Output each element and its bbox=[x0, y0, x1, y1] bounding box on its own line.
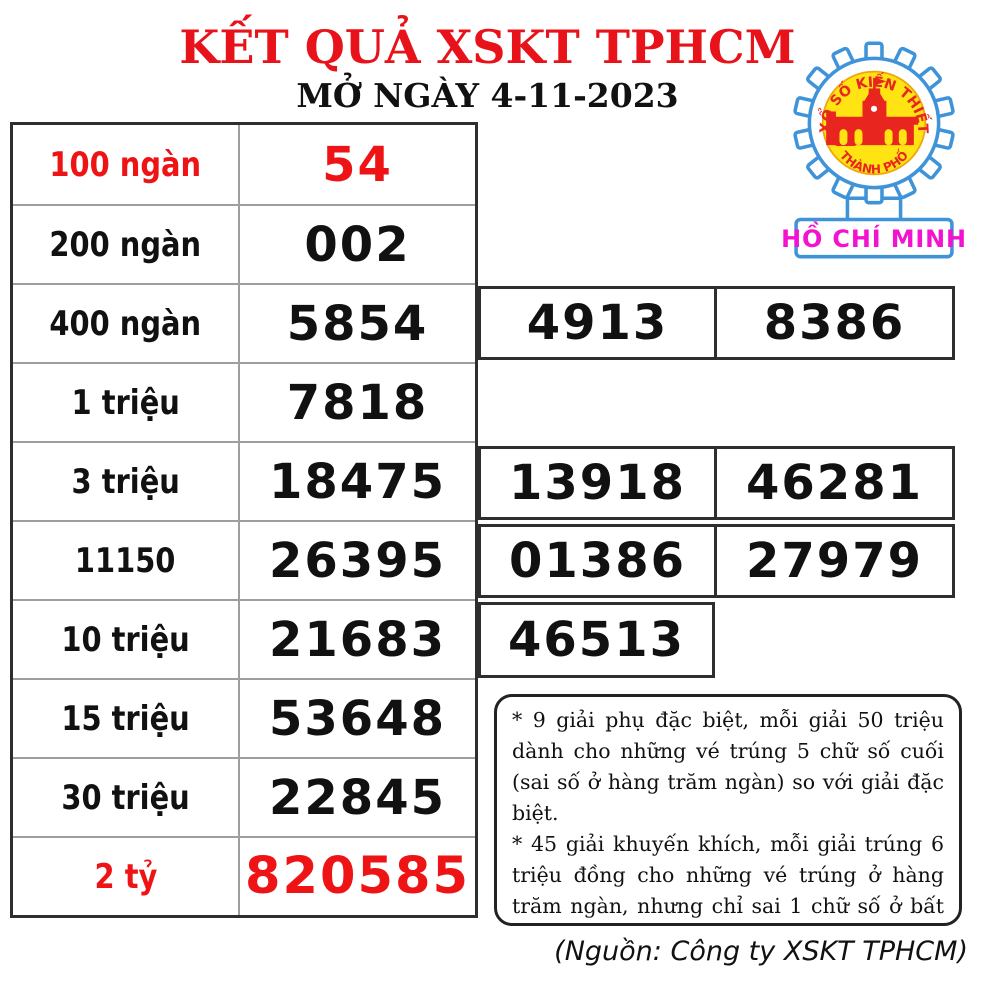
extra-prize-cell: 8386 bbox=[714, 286, 955, 360]
extra-prize-cell: 01386 bbox=[478, 524, 717, 598]
bridge-arches bbox=[839, 129, 907, 146]
prize-number-cell: 7818 bbox=[286, 374, 429, 431]
prize-number-cell: 820585 bbox=[245, 847, 470, 906]
table-row: 3 triệu 18475 bbox=[13, 441, 475, 520]
table-row: 400 ngàn 5854 bbox=[13, 283, 475, 362]
notes-box: * 9 giải phụ đặc biệt, mỗi giải 50 triệu… bbox=[494, 694, 962, 926]
prize-label-cell: 2 tỷ bbox=[13, 838, 240, 915]
prize-label-cell: 15 triệu bbox=[13, 680, 240, 757]
prize-number-cell: 18475 bbox=[269, 453, 446, 510]
logo-banner bbox=[794, 217, 954, 259]
table-row: 11150 26395 bbox=[13, 520, 475, 599]
table-row: 1 triệu 7818 bbox=[13, 362, 475, 441]
prize-number-cell: 22845 bbox=[269, 769, 446, 826]
prize-label: 10 triệu bbox=[61, 619, 190, 660]
prize-label: 15 triệu bbox=[61, 698, 190, 739]
results-table: 100 ngàn 54 200 ngàn 002 400 ngàn 5854 1… bbox=[10, 122, 478, 918]
prize-label-cell: 400 ngàn bbox=[13, 285, 240, 362]
table-row: 15 triệu 53648 bbox=[13, 678, 475, 757]
prize-number-cell: 54 bbox=[322, 136, 393, 193]
lottery-logo: XỔ SỐ KIẾN THIẾT THÀNH PHỐ HỒ CHÍ MINH bbox=[781, 41, 967, 259]
extra-prize-cell: 13918 bbox=[478, 446, 717, 520]
table-row: 10 triệu 21683 bbox=[13, 599, 475, 678]
prize-label-cell: 100 ngàn bbox=[13, 125, 240, 204]
prize-label: 3 triệu bbox=[71, 461, 180, 502]
prize-number-cell: 26395 bbox=[269, 532, 446, 589]
source-credit: (Nguồn: Công ty XSKT TPHCM) bbox=[554, 936, 968, 967]
prize-number-cell: 21683 bbox=[269, 611, 446, 668]
prize-label: 11150 bbox=[75, 540, 176, 581]
prize-label-cell: 11150 bbox=[13, 522, 240, 599]
prize-label-cell: 30 triệu bbox=[13, 759, 240, 836]
prize-label: 30 triệu bbox=[61, 777, 190, 818]
extra-prize-cell: 27979 bbox=[714, 524, 955, 598]
prize-label-cell: 1 triệu bbox=[13, 364, 240, 441]
extra-prize-cell: 46281 bbox=[714, 446, 955, 520]
prize-label: 1 triệu bbox=[71, 382, 180, 423]
extra-prize-cell: 46513 bbox=[478, 602, 715, 678]
prize-number-cell: 5854 bbox=[286, 295, 429, 352]
prize-label-cell: 200 ngàn bbox=[13, 206, 240, 283]
table-row: 2 tỷ 820585 bbox=[13, 836, 475, 915]
table-row: 200 ngàn 002 bbox=[13, 204, 475, 283]
note-item: * 9 giải phụ đặc biệt, mỗi giải 50 triệu… bbox=[512, 708, 944, 825]
prize-number-cell: 002 bbox=[304, 216, 411, 273]
table-row: 30 triệu 22845 bbox=[13, 757, 475, 836]
extra-prize-cell: 4913 bbox=[478, 286, 717, 360]
prize-label-cell: 3 triệu bbox=[13, 443, 240, 520]
prize-label: 400 ngàn bbox=[49, 303, 202, 344]
clock-dot bbox=[870, 105, 878, 112]
table-row: 100 ngàn 54 bbox=[13, 125, 475, 204]
prize-label-cell: 10 triệu bbox=[13, 601, 240, 678]
prize-label: 2 tỷ bbox=[94, 856, 157, 897]
prize-label: 200 ngàn bbox=[49, 224, 202, 265]
prize-number-cell: 53648 bbox=[269, 690, 446, 747]
page-title: KẾT QUẢ XSKT TPHCM bbox=[179, 20, 796, 74]
note-item: * 45 giải khuyến khích, mỗi giải trúng 6… bbox=[512, 832, 944, 918]
prize-label: 100 ngàn bbox=[49, 144, 202, 185]
draw-date: MỞ NGÀY 4-11-2023 bbox=[296, 76, 679, 115]
logo-banner-text: HỒ CHÍ MINH bbox=[781, 220, 967, 253]
